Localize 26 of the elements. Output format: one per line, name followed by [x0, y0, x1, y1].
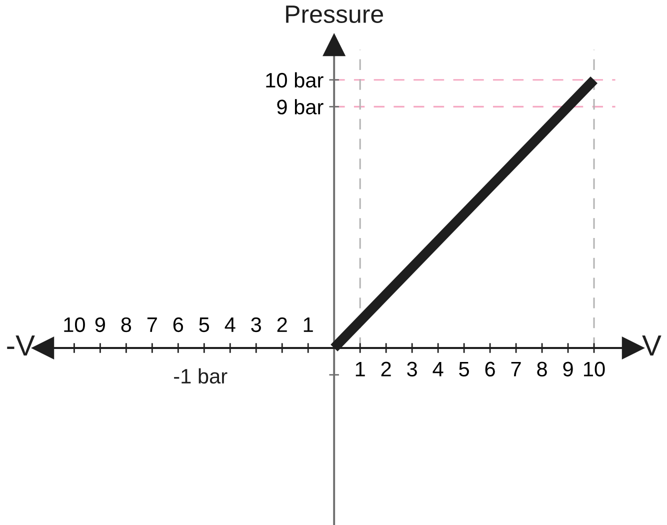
y-axis-title: Pressure [286, 6, 384, 24]
x-tick-label: 9 [95, 317, 105, 332]
x2-tick-label: 8 [537, 362, 547, 377]
annotation: -1 bar [174, 368, 228, 384]
x-tick-label: 1 [304, 318, 313, 332]
x2-tick-label: 2 [381, 362, 391, 376]
x-tick-label: 4 [224, 318, 236, 332]
x2-tick-label: 10 [584, 362, 605, 377]
y-tick-label: 9 bar [277, 99, 324, 114]
x2-tick-label: 1 [356, 362, 365, 376]
x2-tick-label: 6 [485, 362, 495, 377]
x2-tick-label: 5 [459, 362, 469, 377]
y-tick-label: 10 bar [266, 72, 324, 88]
x-tick-label: 7 [147, 318, 157, 332]
x2-tick-label: 3 [407, 362, 417, 377]
x-tick-label: 6 [173, 317, 184, 332]
x2-tick-label: 4 [432, 362, 444, 376]
text: -V [7, 335, 35, 356]
x-tick-label: 3 [251, 317, 262, 332]
x2-tick-label: 7 [511, 362, 521, 376]
x-tick-label: 2 [277, 317, 287, 332]
x-tick-label: 8 [121, 317, 132, 332]
x-tick-label: 10 [64, 317, 85, 332]
x-axis-title: V [642, 335, 662, 356]
x-tick-label: 5 [199, 318, 210, 332]
x2-tick-label: 9 [563, 362, 573, 377]
